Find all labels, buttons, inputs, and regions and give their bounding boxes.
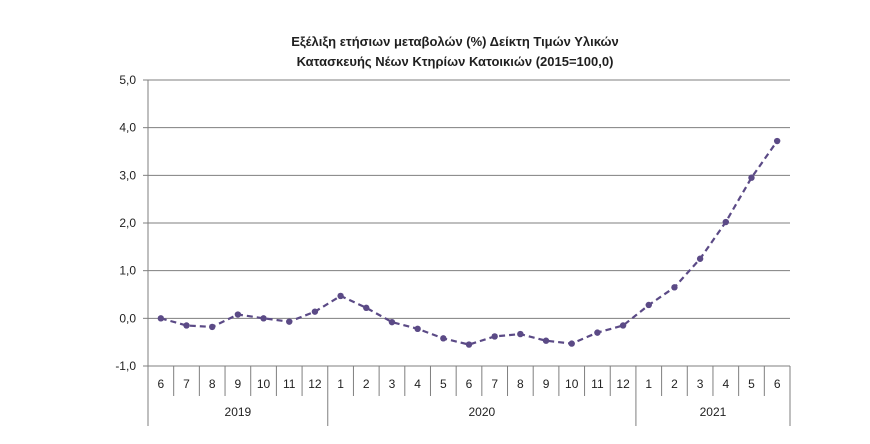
data-point [748,174,755,181]
axes [147,80,791,426]
month-tick-label: 11 [591,377,604,391]
month-tick-label: 6 [157,377,164,391]
month-tick-label: 10 [565,377,579,391]
data-point [414,325,421,333]
y-tick-label: -1,0 [115,359,136,373]
y-tick-label: 0,0 [119,311,136,325]
y-tick-label: 3,0 [119,168,136,182]
month-tick-label: 8 [209,377,216,391]
year-label: 2020 [468,405,495,419]
data-point [645,301,652,309]
data-point [619,322,627,329]
series-lines [157,137,781,348]
series-line [160,140,779,346]
y-tick-label: 4,0 [119,121,136,135]
data-point [234,311,242,318]
y-tick-label: 2,0 [119,216,136,230]
month-tick-label: 6 [466,377,473,391]
month-tick-label: 8 [517,377,524,391]
year-label: 2019 [225,405,252,419]
data-point [311,308,319,315]
month-tick-label: 5 [748,377,755,391]
month-tick-label: 6 [774,377,781,391]
data-point [183,322,190,329]
month-tick-label: 9 [235,377,242,391]
month-tick-label: 4 [414,377,421,391]
chart-title-line1: Εξέλιξη ετήσιων μεταβολών (%) Δείκτη Τιμ… [291,34,619,49]
month-tick-label: 1 [645,377,652,391]
y-axis-ticks: -1,0 0,0 1,0 2,0 3,0 4,0 5,0 [115,73,148,373]
data-point [696,255,704,262]
data-point [542,337,550,344]
data-point [157,315,165,322]
month-tick-label: 3 [697,377,704,391]
month-tick-label: 5 [440,377,447,391]
month-tick-label: 3 [389,377,396,391]
month-tick-label: 9 [543,377,550,391]
data-point [491,333,498,340]
data-point [337,292,344,300]
data-point [722,218,729,226]
data-point [260,315,267,322]
data-point [465,341,473,348]
month-tick-label: 7 [491,377,498,391]
month-tick-label: 12 [308,377,322,391]
data-point [671,284,678,291]
data-point [440,335,447,342]
y-tick-label: 5,0 [119,73,136,87]
month-tick-label: 1 [337,377,344,391]
data-point [517,330,524,338]
month-tick-label: 2 [671,377,678,391]
data-point [363,304,370,312]
month-tick-label: 7 [183,377,190,391]
month-tick-label: 12 [616,377,630,391]
y-tick-label: 1,0 [119,264,136,278]
data-point [286,318,293,325]
data-point [594,329,601,336]
year-label: 2021 [700,405,727,419]
month-tick-label: 11 [283,377,296,391]
data-point [568,340,575,347]
month-tick-label: 2 [363,377,370,391]
data-point [209,323,216,331]
chart-title-line2: Κατασκευής Νέων Κτηρίων Κατοικιών (2015=… [297,54,614,69]
gridlines [148,79,790,319]
data-point [773,137,781,145]
data-point [388,318,396,326]
month-tick-label: 4 [722,377,729,391]
month-tick-label: 10 [257,377,271,391]
